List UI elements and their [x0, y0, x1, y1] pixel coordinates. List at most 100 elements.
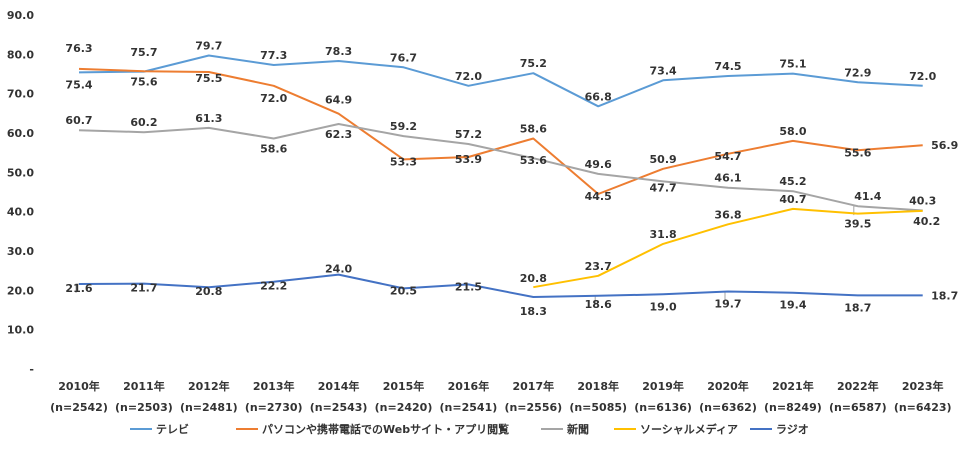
- data-label: 18.3: [520, 305, 547, 318]
- data-label: 66.8: [585, 90, 612, 103]
- data-label: 23.7: [585, 260, 612, 273]
- series-line: [78, 273, 923, 298]
- x-sample-size-label: (n=2503): [115, 401, 173, 414]
- y-tick-label: 60.0: [7, 127, 34, 140]
- data-label: 79.7: [195, 40, 222, 53]
- data-label: 64.9: [325, 94, 352, 107]
- data-label: 21.7: [130, 282, 157, 295]
- data-label: 45.2: [779, 175, 806, 188]
- data-label: 20.8: [195, 285, 222, 298]
- series-line: [78, 54, 923, 108]
- data-label: 31.8: [650, 228, 677, 241]
- data-label: 75.6: [130, 76, 157, 89]
- x-sample-size-label: (n=2730): [245, 401, 303, 414]
- y-tick-label: 50.0: [7, 166, 34, 179]
- x-category-label: 2013年: [253, 379, 295, 393]
- y-tick-label: 10.0: [7, 324, 34, 337]
- data-label: 21.5: [455, 280, 482, 293]
- data-label: 24.0: [325, 263, 352, 276]
- data-label: 53.6: [520, 154, 547, 167]
- x-sample-size-label: (n=6362): [699, 401, 757, 414]
- x-sample-size-label: (n=2543): [310, 401, 368, 414]
- data-label: 77.3: [260, 49, 287, 62]
- data-label: 72.0: [260, 92, 287, 105]
- x-sample-size-label: (n=2541): [440, 401, 498, 414]
- data-label: 75.4: [65, 78, 92, 91]
- data-label: 49.6: [585, 158, 612, 171]
- y-tick-label: 20.0: [7, 284, 34, 297]
- data-label: 39.5: [844, 218, 871, 231]
- data-label: 19.0: [650, 300, 677, 313]
- data-label: 74.5: [714, 60, 741, 73]
- x-category-label: 2016年: [448, 379, 490, 393]
- data-label: 18.7: [931, 289, 958, 302]
- x-category-label: 2022年: [837, 379, 879, 393]
- data-label: 44.5: [585, 190, 612, 203]
- legend-label: パソコンや携帯電話でのWebサイト・アプリ閲覧: [262, 422, 509, 436]
- y-tick-label: 80.0: [7, 48, 34, 61]
- y-tick-label: 30.0: [7, 245, 34, 258]
- x-category-label: 2012年: [188, 379, 230, 393]
- y-tick-label: 90.0: [7, 9, 34, 22]
- data-label: 76.7: [390, 51, 417, 64]
- data-label: 75.7: [130, 46, 157, 59]
- y-tick-label: -: [29, 363, 34, 376]
- data-label: 60.7: [65, 114, 92, 127]
- data-label: 53.9: [455, 153, 482, 166]
- data-label: 19.7: [714, 298, 741, 311]
- x-sample-size-label: (n=6136): [634, 401, 692, 414]
- data-label: 58.6: [520, 123, 547, 136]
- data-label: 60.2: [130, 116, 157, 129]
- data-label: 56.9: [931, 139, 958, 152]
- data-label: 50.9: [650, 153, 677, 166]
- data-label: 20.5: [390, 284, 417, 297]
- x-sample-size-label: (n=6423): [894, 401, 952, 414]
- data-label: 62.3: [325, 128, 352, 141]
- x-sample-size-label: (n=5085): [569, 401, 627, 414]
- x-category-label: 2014年: [318, 379, 360, 393]
- x-category-label: 2015年: [383, 379, 425, 393]
- x-category-label: 2011年: [123, 379, 165, 393]
- data-label: 72.0: [909, 70, 936, 83]
- x-category-label: 2020年: [707, 379, 749, 393]
- data-label: 47.7: [650, 181, 677, 194]
- x-axis-categories: 2010年 (n=2542) 2011年 (n=2503) 2012年 (n=2481) 2…: [50, 379, 951, 414]
- x-sample-size-label: (n=8249): [764, 401, 822, 414]
- data-label: 55.6: [844, 146, 871, 159]
- x-category-label: 2018年: [577, 379, 619, 393]
- data-label: 40.3: [909, 194, 936, 207]
- x-sample-size-label: (n=2542): [50, 401, 108, 414]
- x-sample-size-label: (n=6587): [829, 401, 887, 414]
- legend: テレビ パソコンや携帯電話でのWebサイト・アプリ閲覧 新聞 ソーシャルメディア ラジオ: [130, 422, 809, 436]
- x-sample-size-label: (n=2420): [375, 401, 433, 414]
- data-label: 18.7: [844, 301, 871, 314]
- data-label: 59.2: [390, 120, 417, 133]
- data-label: 72.0: [455, 70, 482, 83]
- data-label: 58.6: [260, 143, 287, 156]
- data-label: 73.4: [650, 64, 677, 77]
- data-label: 61.3: [195, 112, 222, 125]
- data-label: 54.7: [714, 150, 741, 163]
- legend-label: 新聞: [567, 422, 589, 436]
- data-label: 18.6: [585, 298, 612, 311]
- x-category-label: 2023年: [902, 379, 944, 393]
- data-label: 19.4: [779, 299, 806, 312]
- data-label: 57.2: [455, 128, 482, 141]
- x-category-label: 2019年: [642, 379, 684, 393]
- data-label: 40.2: [913, 215, 940, 228]
- leader-line: [75, 283, 79, 294]
- data-label: 75.1: [779, 58, 806, 71]
- data-label: 20.8: [520, 272, 547, 285]
- x-category-label: 2010年: [58, 379, 100, 393]
- legend-label: ソーシャルメディア: [640, 422, 738, 436]
- y-tick-label: 70.0: [7, 88, 34, 101]
- data-label: 40.7: [779, 193, 806, 206]
- data-label: 36.8: [714, 208, 741, 221]
- series-line: [78, 67, 923, 195]
- data-label: 58.0: [779, 125, 806, 138]
- data-label: 76.3: [65, 42, 92, 55]
- data-label: 78.3: [325, 45, 352, 58]
- data-label: 46.1: [714, 172, 741, 185]
